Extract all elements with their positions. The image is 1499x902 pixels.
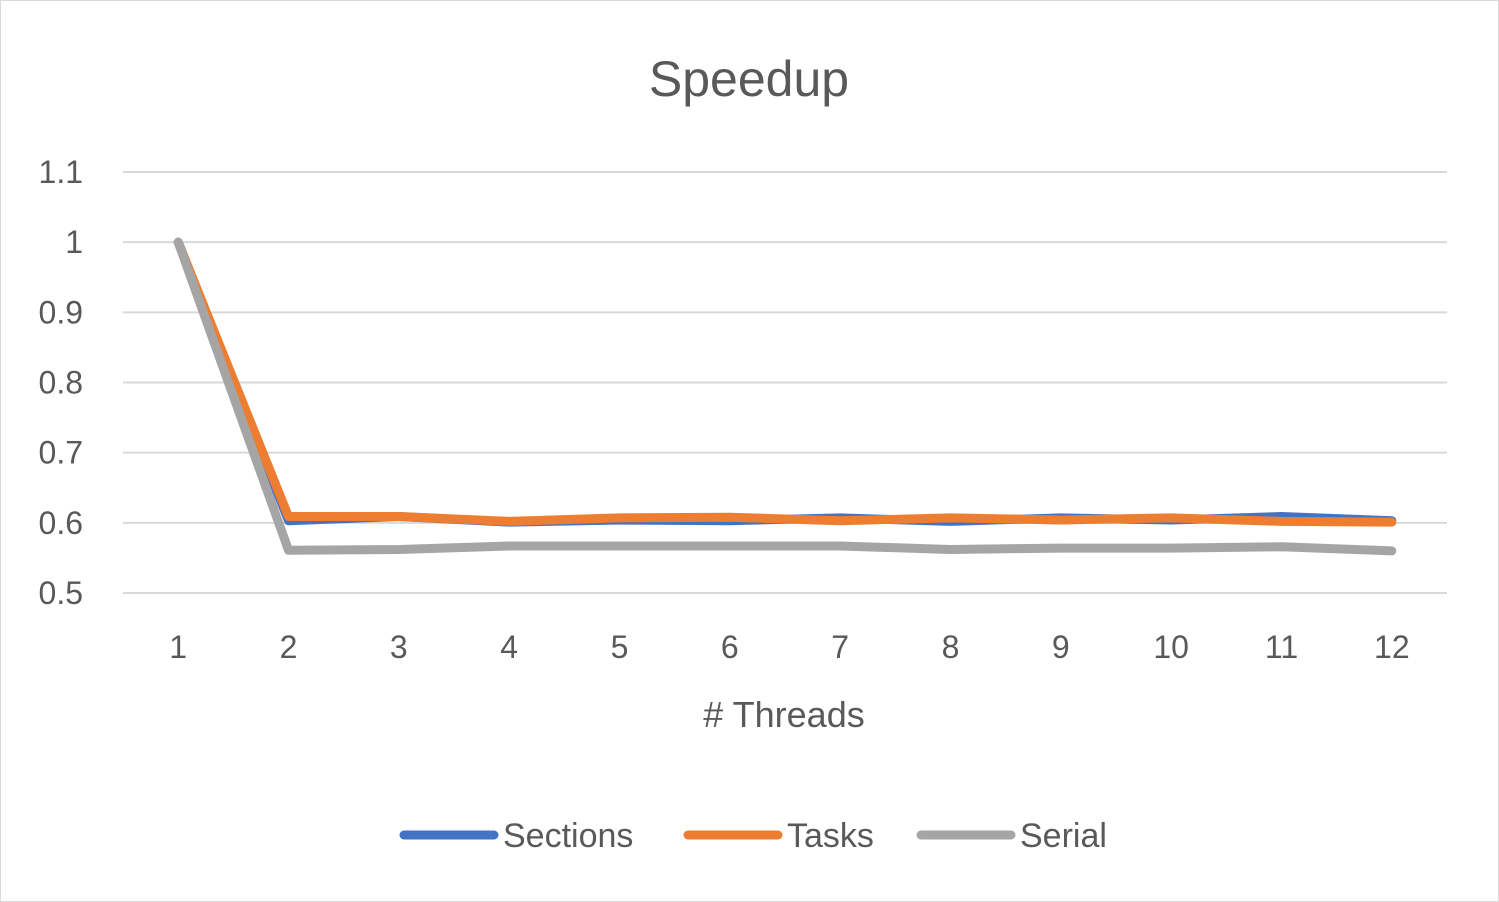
x-axis-ticks: 1 2 3 4 5 6 7 8 9 10 11 12 [169, 629, 1409, 665]
x-tick-label: 4 [500, 629, 518, 665]
chart-title: Speedup [649, 51, 849, 107]
y-tick-label: 0.8 [39, 365, 83, 401]
y-tick-label: 1.1 [39, 154, 83, 190]
y-tick-label: 0.5 [39, 575, 83, 611]
x-tick-label: 11 [1265, 629, 1298, 665]
x-tick-label: 1 [169, 629, 187, 665]
x-tick-label: 5 [611, 629, 629, 665]
legend-label-tasks: Tasks [787, 817, 874, 855]
x-tick-label: 10 [1153, 629, 1189, 665]
y-tick-label: 0.7 [39, 435, 83, 471]
y-axis-ticks: 0.5 0.6 0.7 0.8 0.9 1 1.1 [39, 154, 83, 611]
x-tick-label: 9 [1052, 629, 1070, 665]
y-tick-label: 1 [65, 224, 83, 260]
series-lines [173, 237, 1397, 556]
x-tick-label: 12 [1374, 629, 1410, 665]
legend-label-serial: Serial [1020, 817, 1107, 855]
x-tick-label: 6 [721, 629, 739, 665]
series-line-tasks [173, 237, 1397, 527]
legend: Sections Tasks Serial [399, 817, 1107, 855]
x-tick-label: 7 [831, 629, 849, 665]
series-line-serial [173, 237, 1397, 556]
x-tick-label: 3 [390, 629, 408, 665]
x-axis-title: # Threads [703, 694, 864, 735]
x-tick-label: 8 [942, 629, 960, 665]
gridlines [123, 171, 1447, 594]
y-tick-label: 0.9 [39, 294, 83, 330]
legend-label-sections: Sections [503, 817, 633, 855]
y-tick-label: 0.6 [39, 505, 83, 541]
x-tick-label: 2 [280, 629, 298, 665]
